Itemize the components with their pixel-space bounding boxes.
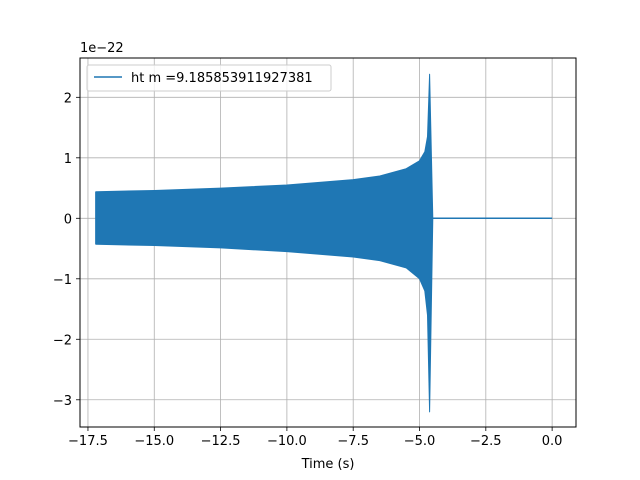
y-tick-label: −2 <box>53 333 72 348</box>
y-tick-label: 2 <box>64 91 72 106</box>
ticks: −17.5 −15.0 −12.5 −10.0 −7.5 −5.0 −2.5 0.0 −3 −2 −… <box>53 91 563 449</box>
x-tick-label: −15.0 <box>134 434 174 449</box>
y-offset-text: 1e−22 <box>80 41 124 56</box>
y-tick-label: −3 <box>53 394 72 409</box>
x-tick-label: −10.0 <box>267 434 307 449</box>
legend-entry-label: ht m =9.185853911927381 <box>131 71 313 86</box>
x-tick-label: 0.0 <box>542 434 563 449</box>
y-tick-label: 1 <box>64 152 72 167</box>
x-tick-label: −2.5 <box>470 434 502 449</box>
x-tick-label: −7.5 <box>337 434 369 449</box>
x-tick-label: −12.5 <box>201 434 241 449</box>
legend: ht m =9.185853911927381 <box>86 64 332 92</box>
x-tick-label: −17.5 <box>68 434 108 449</box>
y-tick-label: 0 <box>64 212 72 227</box>
series-waveform <box>95 73 434 413</box>
axes-frame <box>79 57 577 428</box>
legend-box <box>86 64 332 92</box>
y-tick-label: −1 <box>53 273 72 288</box>
x-axis-label: Time (s) <box>301 457 355 472</box>
plot-area <box>95 73 553 413</box>
x-tick-label: −5.0 <box>404 434 436 449</box>
